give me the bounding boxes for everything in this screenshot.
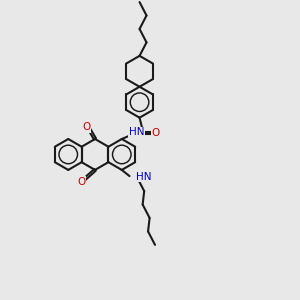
Text: O: O [152, 128, 160, 138]
Text: O: O [82, 122, 90, 132]
Text: HN: HN [129, 127, 144, 137]
Text: O: O [77, 177, 85, 187]
Text: HN: HN [136, 172, 152, 182]
